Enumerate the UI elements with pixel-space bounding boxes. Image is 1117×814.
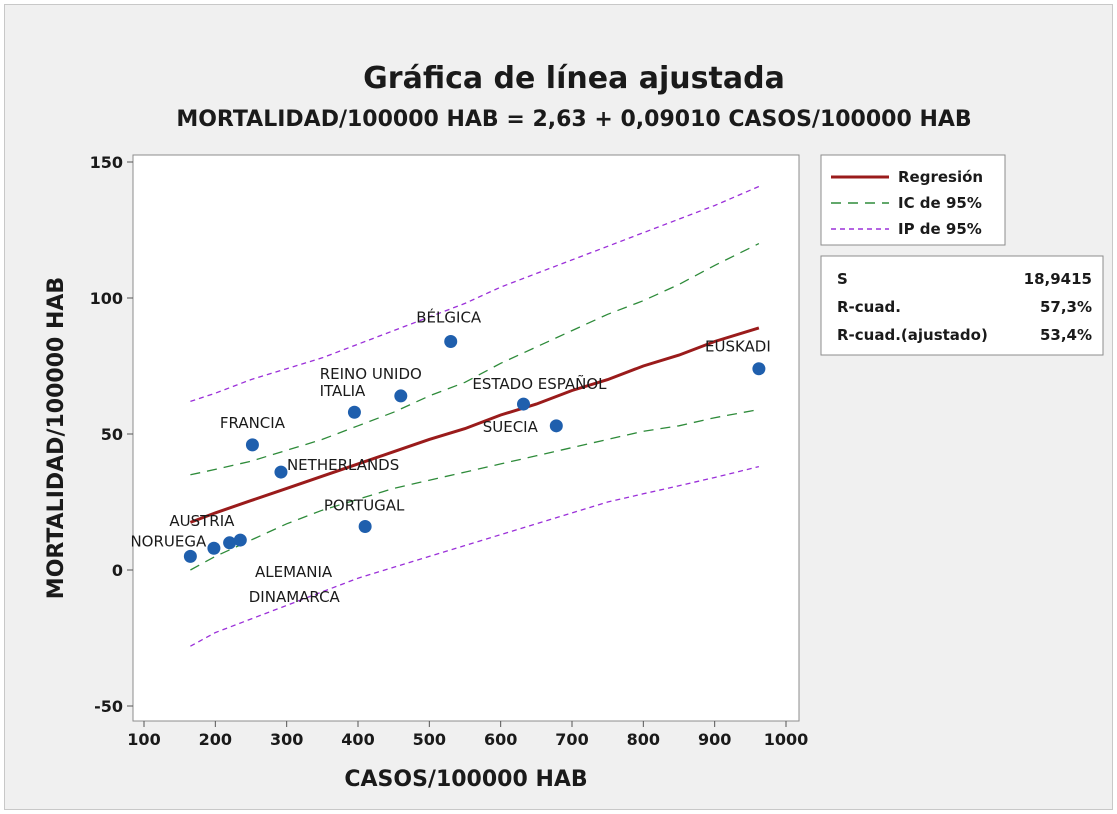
x-tick-label: 600 (484, 730, 517, 749)
point-austria (207, 542, 220, 555)
plot-area (133, 155, 799, 721)
point-reino-unido (394, 389, 407, 402)
point-label-austria: AUSTRIA (169, 512, 235, 530)
x-axis-title: CASOS/100000 HAB (344, 767, 587, 792)
point-label-netherlands: NETHERLANDS (287, 456, 399, 474)
chart-frame: Gráfica de línea ajustada MORTALIDAD/100… (4, 4, 1113, 810)
stat-value-r2-adjusted: 53,4% (1040, 326, 1092, 344)
point-label-alemania: ALEMANIA (255, 563, 333, 581)
point-suecia (550, 419, 563, 432)
y-tick-label: 100 (90, 289, 123, 308)
y-tick-label: 50 (101, 425, 123, 444)
point-label-portugal: PORTUGAL (324, 496, 405, 514)
x-tick-label: 800 (627, 730, 660, 749)
y-tick-label: 150 (90, 153, 123, 172)
point-estado-espanol (517, 398, 530, 411)
stats-box: S 18,9415 R-cuad. 57,3% R-cuad.(ajustado… (821, 256, 1103, 355)
point-netherlands (274, 466, 287, 479)
legend-box: Regresión IC de 95% IP de 95% (821, 155, 1005, 245)
point-label-dinamarca: DINAMARCA (249, 588, 341, 606)
point-francia (246, 438, 259, 451)
x-tick-label: 200 (199, 730, 232, 749)
legend-label-pi: IP de 95% (898, 220, 982, 238)
chart-title: Gráfica de línea ajustada (363, 61, 785, 96)
point-label-estado-espanol: ESTADO ESPAÑOL (472, 374, 607, 393)
y-axis-title: MORTALIDAD/100000 HAB (44, 277, 69, 599)
chart-subtitle: MORTALIDAD/100000 HAB = 2,63 + 0,09010 C… (176, 107, 971, 132)
y-tick-label: -50 (94, 697, 123, 716)
x-tick-label: 500 (413, 730, 446, 749)
stat-value-s: 18,9415 (1024, 270, 1092, 288)
point-label-suecia: SUECIA (483, 418, 539, 436)
point-euskadi (752, 362, 765, 375)
stat-name-r2: R-cuad. (837, 298, 901, 316)
x-tick-label: 900 (698, 730, 731, 749)
x-tick-label: 300 (270, 730, 303, 749)
x-tick-label: 700 (555, 730, 588, 749)
point-portugal (359, 520, 372, 533)
stat-value-r2: 57,3% (1040, 298, 1092, 316)
legend-label-regression: Regresión (898, 168, 983, 186)
x-tick-label: 400 (341, 730, 374, 749)
point-noruega (184, 550, 197, 563)
point-label-noruega: NORUEGA (130, 532, 207, 550)
x-tick-label: 100 (127, 730, 160, 749)
point-dinamarca (234, 534, 247, 547)
stat-name-r2-adjusted: R-cuad.(ajustado) (837, 326, 988, 344)
point-belgica (444, 335, 457, 348)
x-tick-label: 1000 (764, 730, 809, 749)
point-label-belgica: BÉLGICA (416, 308, 482, 327)
legend-label-ci: IC de 95% (898, 194, 982, 212)
stat-name-s: S (837, 270, 848, 288)
point-label-euskadi: EUSKADI (705, 338, 771, 356)
point-italia (348, 406, 361, 419)
point-label-italia: ITALIA (320, 382, 366, 400)
y-tick-label: 0 (112, 561, 123, 580)
fitted-line-chart: Gráfica de línea ajustada MORTALIDAD/100… (5, 5, 1114, 811)
point-label-francia: FRANCIA (220, 414, 286, 432)
point-label-reino-unido: REINO UNIDO (320, 365, 422, 383)
